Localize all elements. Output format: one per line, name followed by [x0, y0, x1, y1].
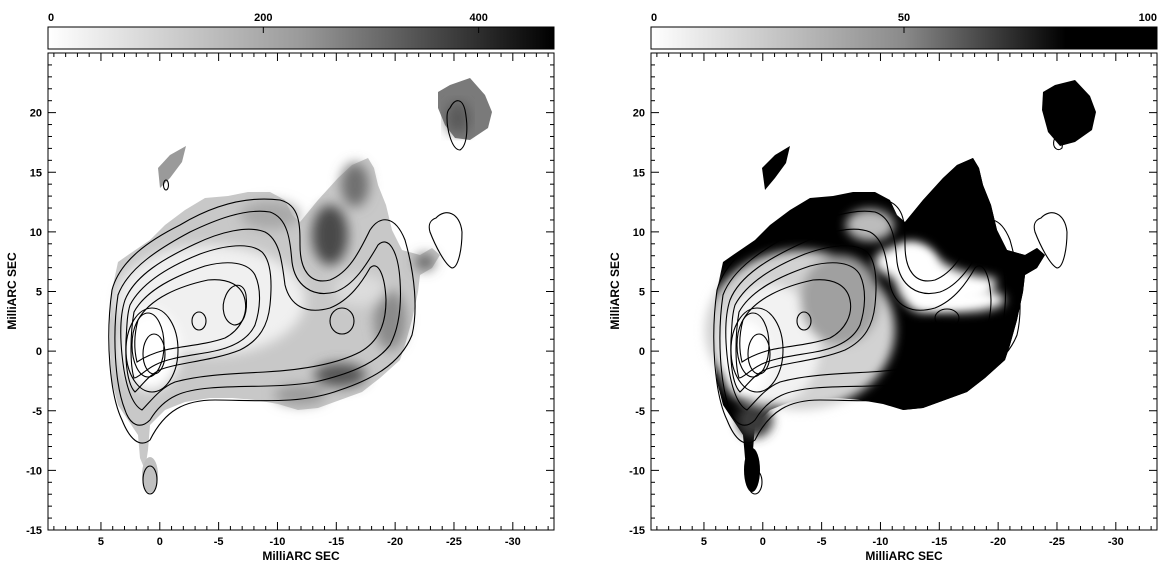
left-y-tick-label: -10 — [26, 465, 42, 477]
right-y-tick-label: -10 — [629, 465, 645, 477]
right-y-tick-label: 10 — [633, 227, 645, 239]
right-y-axis-title: MilliARC SEC — [608, 252, 622, 330]
left-panel: 0 200 400 — [5, 12, 555, 563]
right-y-tick-label: -15 — [629, 525, 645, 537]
right-x-tick-label: -10 — [873, 536, 889, 548]
right-axes: 5 0 -5 -10 -15 -20 -25 -30 20 15 10 5 0 -5 -10 -15 — [629, 52, 1157, 548]
right-grayscale-map — [705, 80, 1096, 492]
left-y-tick-label: 10 — [30, 227, 42, 239]
right-x-tick-label: 5 — [701, 536, 707, 548]
right-panel: 0 50 100 — [608, 12, 1158, 563]
left-x-tick-label: -10 — [270, 536, 286, 548]
left-y-tick-label: 5 — [36, 287, 42, 299]
left-y-tick-label: 15 — [30, 167, 42, 179]
left-colorbar-label: 0 — [48, 12, 54, 24]
left-axes: 5 0 -5 -10 -15 -20 -25 -30 20 15 10 5 0 -5 -10 -15 — [26, 52, 554, 548]
left-y-tick-label: 20 — [30, 108, 42, 120]
right-x-tick-label: -25 — [1049, 536, 1065, 548]
left-x-tick-label: -5 — [214, 536, 224, 548]
left-colorbar-label: 200 — [254, 12, 272, 24]
right-x-tick-label: -5 — [817, 536, 827, 548]
left-x-axis-title: MilliARC SEC — [262, 549, 340, 563]
right-colorbar-label: 50 — [898, 12, 910, 24]
left-x-tick-label: -15 — [328, 536, 344, 548]
right-colorbar-label: 0 — [651, 12, 657, 24]
right-contours — [713, 137, 1068, 495]
left-contours — [108, 100, 468, 495]
right-x-tick-label: -30 — [1108, 536, 1124, 548]
right-colorbar-label: 100 — [1139, 12, 1157, 24]
left-x-tick-label: 0 — [157, 536, 163, 548]
right-y-tick-label: -5 — [635, 406, 645, 418]
left-x-tick-label: -20 — [387, 536, 403, 548]
left-colorbar-label: 400 — [469, 12, 487, 24]
right-y-tick-label: 20 — [633, 108, 645, 120]
right-x-tick-label: -15 — [931, 536, 947, 548]
right-y-tick-label: 15 — [633, 167, 645, 179]
right-y-tick-label: 5 — [639, 287, 645, 299]
left-grayscale-map — [110, 78, 492, 493]
left-y-tick-label: -5 — [32, 406, 42, 418]
left-colorbar — [47, 26, 555, 50]
right-x-tick-label: 0 — [760, 536, 766, 548]
left-x-tick-label: -25 — [446, 536, 462, 548]
left-y-tick-label: 0 — [36, 346, 42, 358]
right-y-tick-label: 0 — [639, 346, 645, 358]
right-x-tick-label: -20 — [990, 536, 1006, 548]
right-x-axis-title: MilliARC SEC — [865, 549, 943, 563]
left-x-tick-label: -30 — [505, 536, 521, 548]
left-y-axis-title: MilliARC SEC — [5, 252, 19, 330]
left-colorbar-ticks: 0 200 400 — [47, 12, 488, 33]
left-x-tick-label: 5 — [98, 536, 104, 548]
left-y-tick-label: -15 — [26, 525, 42, 537]
right-colorbar-ticks: 0 50 100 — [650, 12, 1158, 33]
